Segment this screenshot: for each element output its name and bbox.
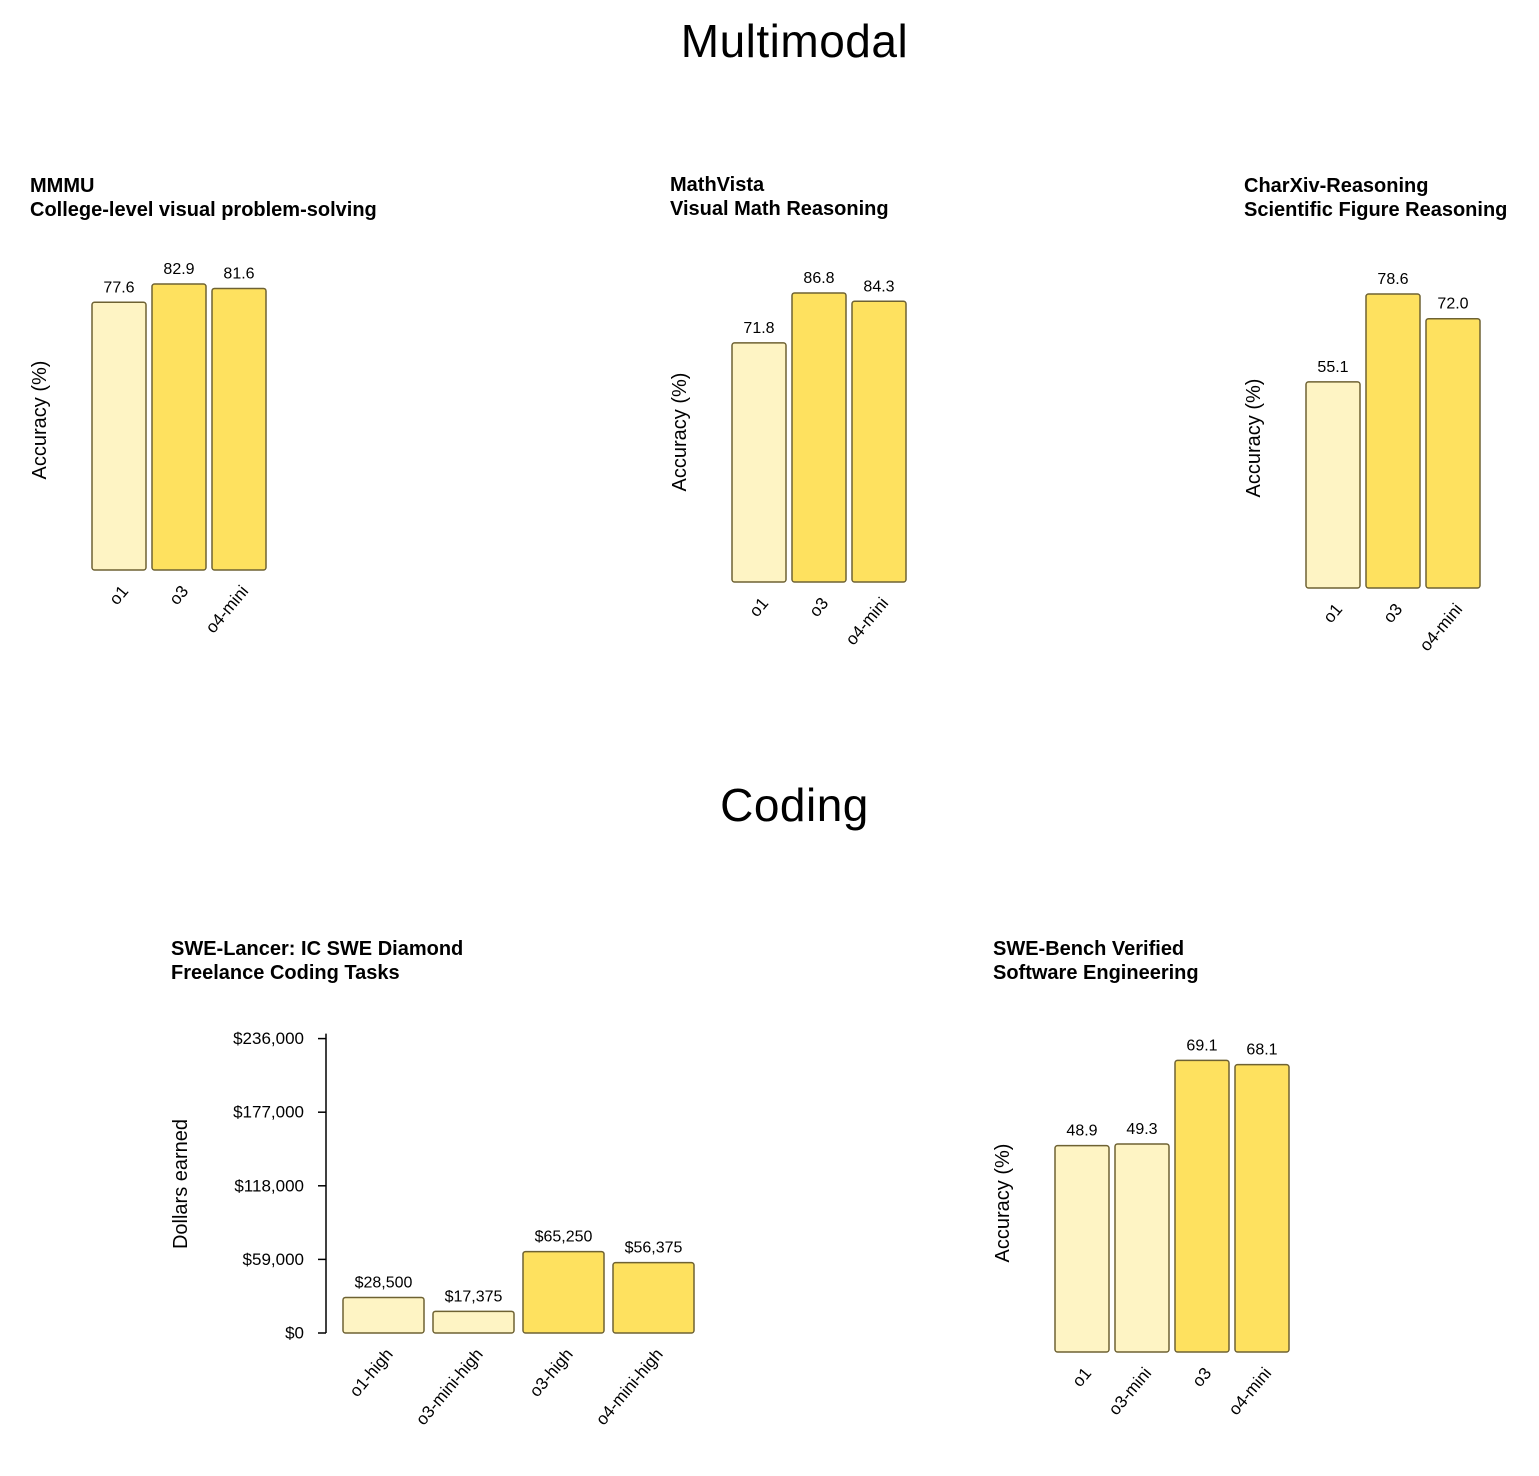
mmmu-data-label: 82.9 <box>163 261 194 278</box>
charxiv-category-label: o1 <box>1320 600 1347 627</box>
mmmu-category-label: o3 <box>166 582 193 609</box>
mathvista-category-label: o1 <box>746 594 773 621</box>
swelancer-category-label: o3-high <box>526 1345 577 1401</box>
swelancer-data-label: $28,500 <box>355 1274 413 1291</box>
chart-title-mmmu-subtitle: College-level visual problem-solving <box>30 199 377 221</box>
charxiv-data-label: 78.6 <box>1377 271 1408 288</box>
charxiv-category-label: o4-mini <box>1416 600 1466 655</box>
mmmu-category-label: o1 <box>106 582 133 609</box>
charxiv-bar <box>1425 317 1481 589</box>
mmmu-bar <box>211 287 267 571</box>
mmmu-data-label: 77.6 <box>103 279 134 296</box>
mathvista-data-label: 71.8 <box>743 320 774 337</box>
swelancer-y-tick-label: $177,000 <box>233 1103 304 1122</box>
swebench-data-label: 68.1 <box>1246 1042 1277 1059</box>
swelancer-y-tick-label: $0 <box>285 1324 304 1343</box>
mathvista-bar <box>731 342 787 583</box>
swelancer-category-label: o1-high <box>346 1345 397 1401</box>
mathvista-category-label: o3 <box>806 594 833 621</box>
swebench-bar <box>1234 1063 1290 1353</box>
mathvista-data-label: 84.3 <box>863 278 894 295</box>
mathvista-bar <box>791 292 847 583</box>
charxiv-data-label: 55.1 <box>1317 359 1348 376</box>
swelancer-bar <box>432 1310 515 1334</box>
swebench-data-label: 69.1 <box>1186 1037 1217 1054</box>
swebench-data-label: 49.3 <box>1126 1121 1157 1138</box>
charxiv-bar <box>1305 381 1361 589</box>
chart-title-swelancer: SWE-Lancer: IC SWE Diamond Freelance Cod… <box>171 937 463 985</box>
swebench-bar <box>1054 1144 1110 1353</box>
section-title-multimodal: Multimodal <box>680 15 909 67</box>
chart-title-swebench: SWE-Bench Verified Software Engineering <box>993 937 1199 985</box>
chart-title-swebench-name: SWE-Bench Verified <box>993 938 1185 960</box>
charxiv-category-label: o3 <box>1380 600 1407 627</box>
mmmu-bar <box>91 301 147 571</box>
charxiv-data-label: 72.0 <box>1437 296 1468 313</box>
swelancer-category-label: o3-mini-high <box>412 1345 487 1429</box>
swelancer-bar <box>522 1250 605 1334</box>
swelancer-category-label: o4-mini-high <box>592 1345 667 1429</box>
swebench-category-label: o4-mini <box>1225 1364 1275 1419</box>
mathvista-data-label: 86.8 <box>803 270 834 287</box>
mathvista-bar <box>851 300 907 583</box>
mmmu-y-axis-label: Accuracy (%) <box>29 361 51 480</box>
chart-title-mmmu: MMMU College-level visual problem-solvin… <box>30 174 377 222</box>
swebench-bar <box>1174 1059 1230 1353</box>
chart-title-swelancer-name: SWE-Lancer: IC SWE Diamond <box>171 938 464 960</box>
charxiv-y-axis-label: Accuracy (%) <box>1243 379 1265 498</box>
swelancer-data-label: $56,375 <box>625 1240 683 1257</box>
mmmu-category-label: o4-mini <box>202 582 252 637</box>
chart-title-swebench-subtitle: Software Engineering <box>993 962 1199 984</box>
swelancer-y-tick-label: $236,000 <box>233 1029 304 1048</box>
swelancer-y-axis-label: Dollars earned <box>170 1119 192 1249</box>
swelancer-y-tick-label: $118,000 <box>234 1176 304 1195</box>
chart-title-mmmu-name: MMMU <box>30 175 95 197</box>
swebench-bar <box>1114 1143 1170 1353</box>
chart-title-mathvista: MathVista Visual Math Reasoning <box>670 173 889 221</box>
swelancer-data-label: $65,250 <box>535 1229 593 1246</box>
chart-title-mathvista-name: MathVista <box>670 174 765 196</box>
swelancer-bar <box>612 1261 695 1334</box>
mathvista-y-axis-label: Accuracy (%) <box>669 373 691 492</box>
chart-title-charxiv-subtitle: Scientific Figure Reasoning <box>1244 199 1508 221</box>
swelancer-bar <box>342 1296 425 1334</box>
mmmu-data-label: 81.6 <box>223 265 254 282</box>
swebench-category-label: o3 <box>1189 1364 1216 1391</box>
mathvista-category-label: o4-mini <box>842 594 892 649</box>
swebench-category-label: o3-mini <box>1105 1364 1155 1419</box>
swelancer-data-label: $17,375 <box>445 1288 503 1305</box>
chart-title-swelancer-subtitle: Freelance Coding Tasks <box>171 962 400 984</box>
chart-title-mathvista-subtitle: Visual Math Reasoning <box>670 198 889 220</box>
section-title-coding: Coding <box>720 779 869 831</box>
mmmu-bar <box>151 283 207 571</box>
swebench-data-label: 48.9 <box>1066 1123 1097 1140</box>
swelancer-y-tick-label: $59,000 <box>243 1250 304 1269</box>
charxiv-bar <box>1365 293 1421 589</box>
chart-title-charxiv-name: CharXiv-Reasoning <box>1244 175 1429 197</box>
swebench-y-axis-label: Accuracy (%) <box>992 1144 1014 1263</box>
chart-title-charxiv: CharXiv-Reasoning Scientific Figure Reas… <box>1244 174 1507 222</box>
swebench-category-label: o1 <box>1069 1364 1096 1391</box>
